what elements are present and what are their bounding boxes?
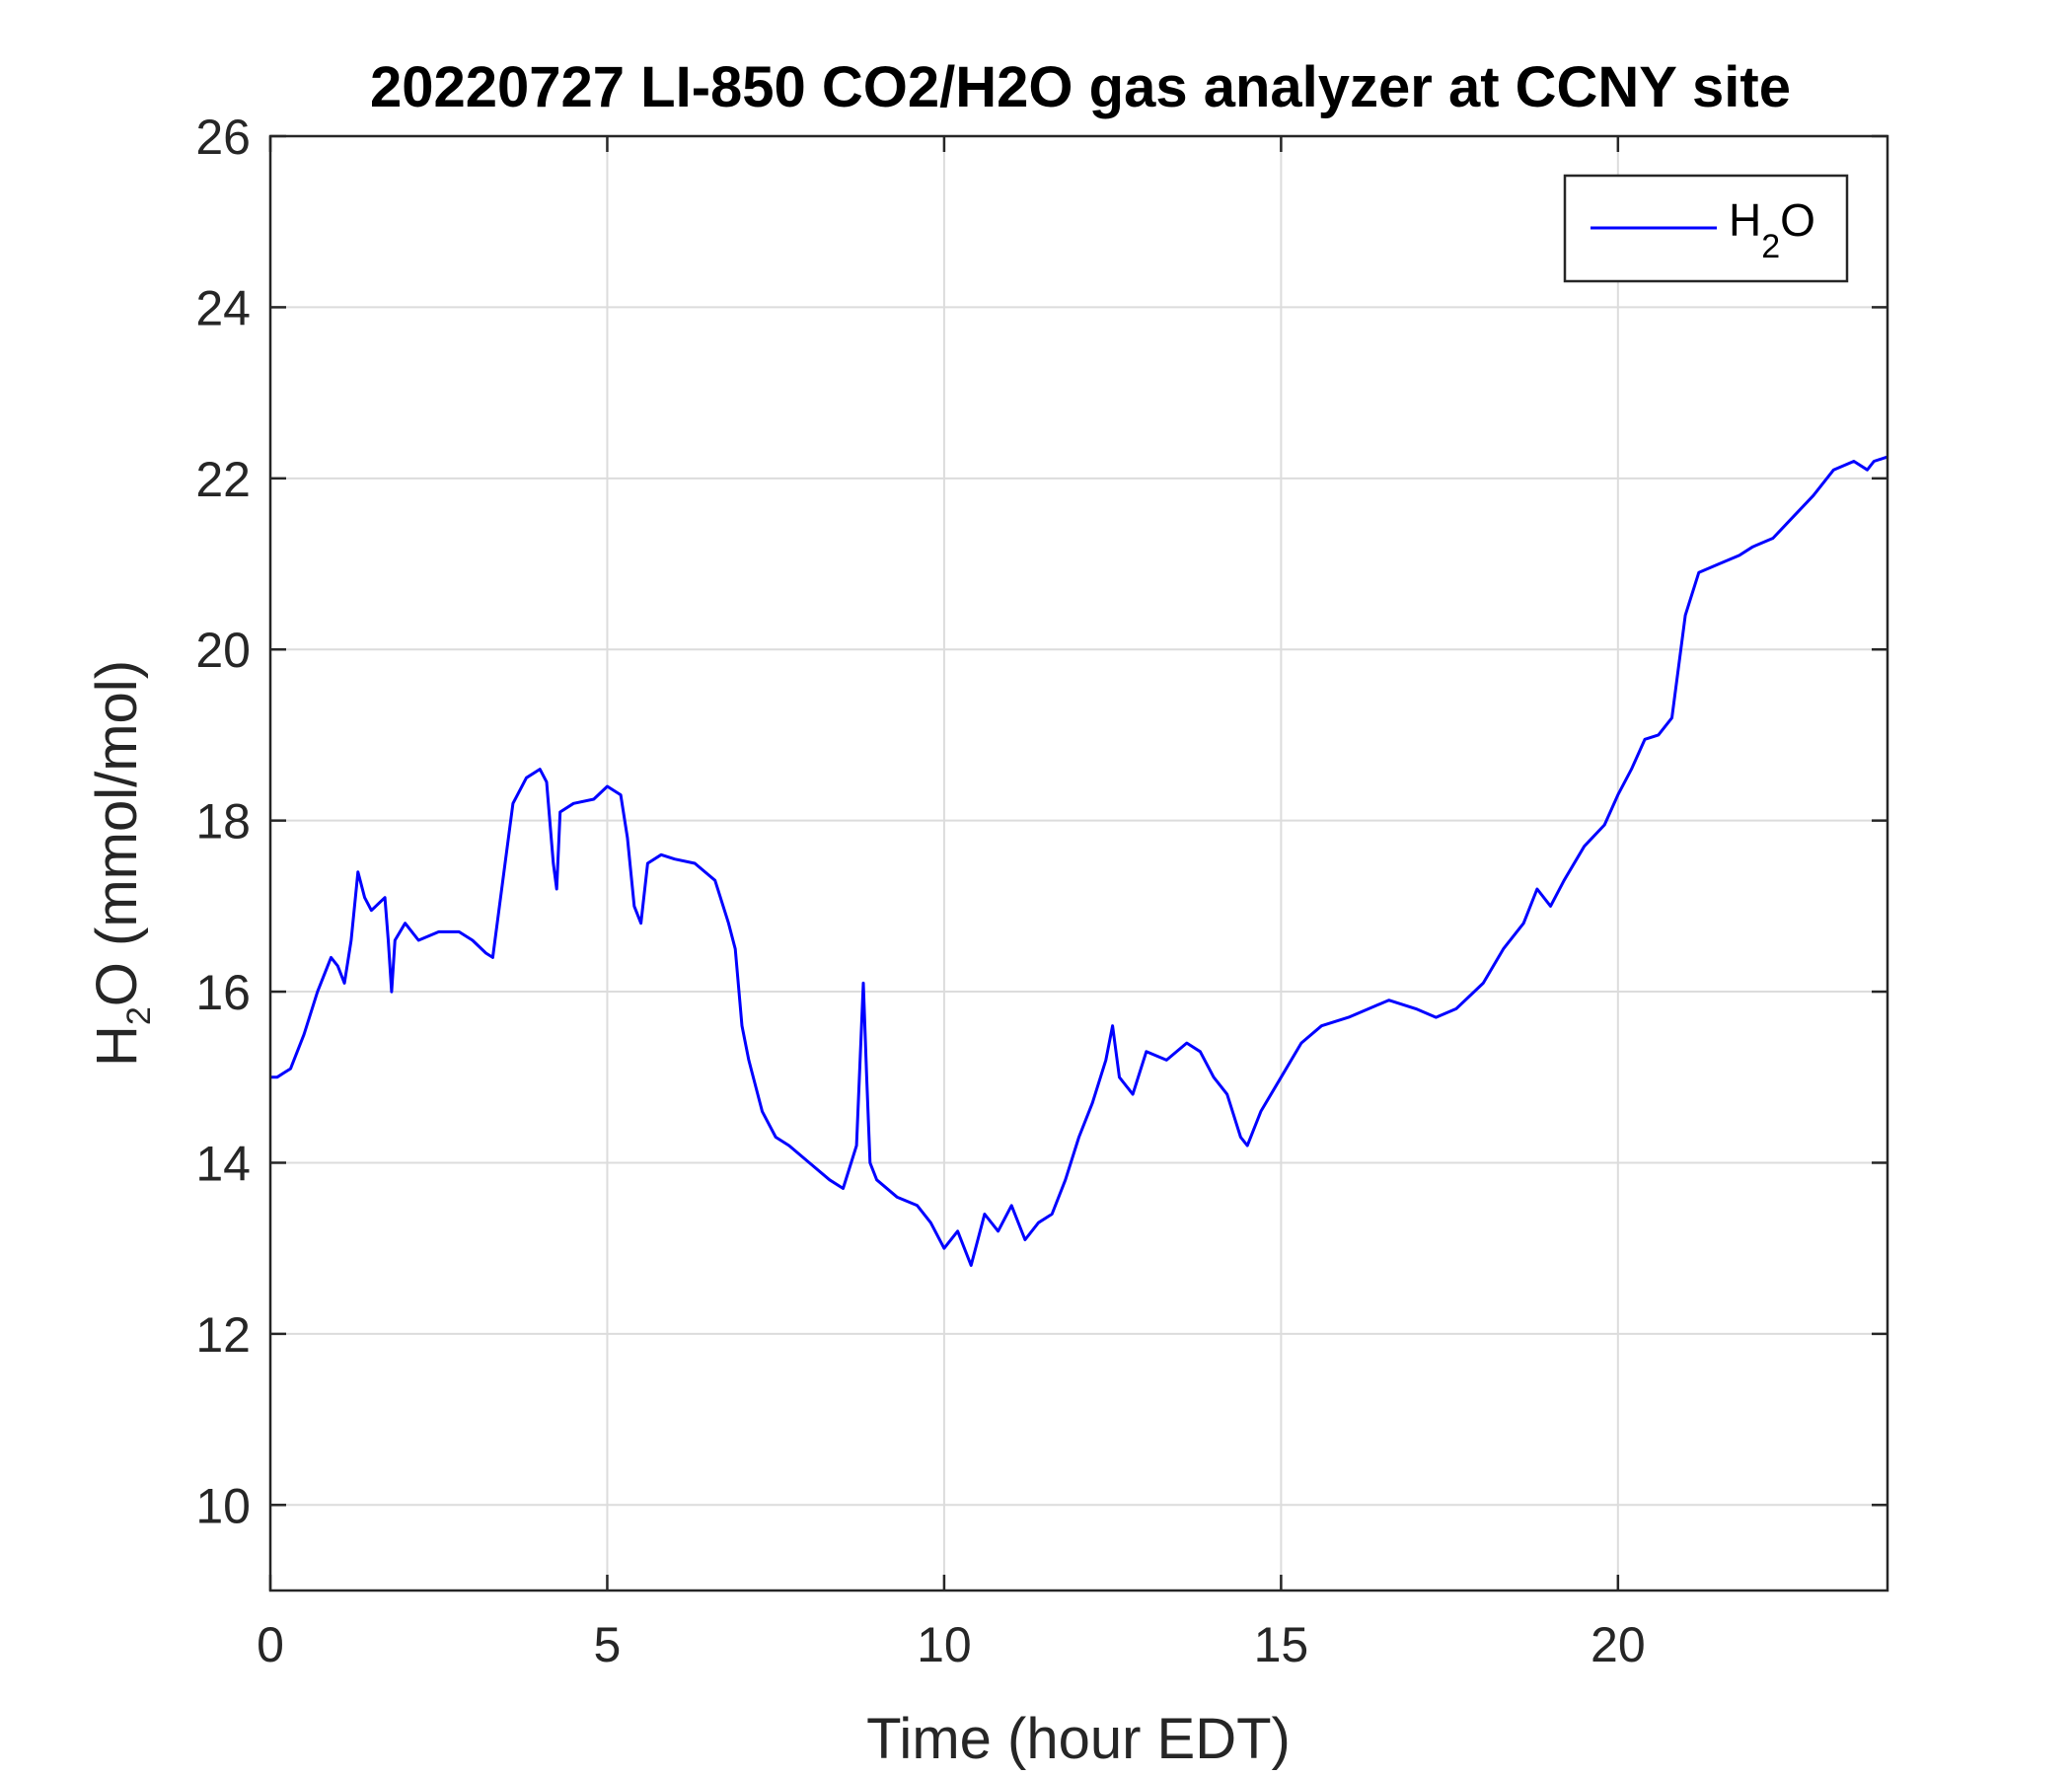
y-tick-label: 22 — [195, 452, 251, 507]
y-tick-label: 18 — [195, 794, 251, 850]
h2o-series-line — [270, 455, 1888, 1267]
series-lines — [270, 455, 1888, 1267]
x-tick-label: 0 — [257, 1617, 284, 1672]
legend-entry-label: H2O — [1729, 194, 1815, 265]
x-tick-label: 15 — [1254, 1617, 1309, 1672]
x-tick-label: 20 — [1591, 1617, 1646, 1672]
y-tick-label: 24 — [195, 280, 251, 335]
plot-frame — [268, 134, 1889, 1592]
y-tick-label: 10 — [195, 1478, 251, 1533]
legend-label-subscript: 2 — [1761, 228, 1780, 265]
x-axis-label: Time (hour EDT) — [866, 1707, 1291, 1771]
legend-label-suffix: O — [1780, 194, 1815, 246]
legend-label-prefix: H — [1729, 194, 1761, 246]
y-tick-label: 14 — [195, 1136, 251, 1191]
y-axis-label-suffix: O (mmol/mol) — [85, 660, 149, 1006]
chart-title: 20220727 LI-850 CO2/H2O gas analyzer at … — [370, 55, 1791, 119]
x-tick-labels: 0 5 10 15 20 — [257, 1617, 1646, 1672]
grid-lines — [269, 136, 1887, 1591]
x-tick-label: 5 — [594, 1617, 622, 1672]
y-axis-label-prefix: H — [85, 1025, 149, 1067]
y-axis-label: H2O (mmol/mol) — [85, 660, 158, 1067]
y-tick-label: 16 — [195, 965, 251, 1020]
plot-area — [270, 136, 1887, 1591]
y-axis-label-subscript: 2 — [120, 1006, 158, 1025]
y-tick-label: 20 — [195, 623, 251, 678]
legend: H2O — [1563, 174, 1849, 283]
x-tick-label: 10 — [917, 1617, 972, 1672]
y-tick-label: 12 — [195, 1307, 251, 1363]
y-tick-labels: 10 12 14 16 18 20 22 24 26 — [195, 110, 251, 1533]
y-tick-label: 26 — [195, 110, 251, 165]
